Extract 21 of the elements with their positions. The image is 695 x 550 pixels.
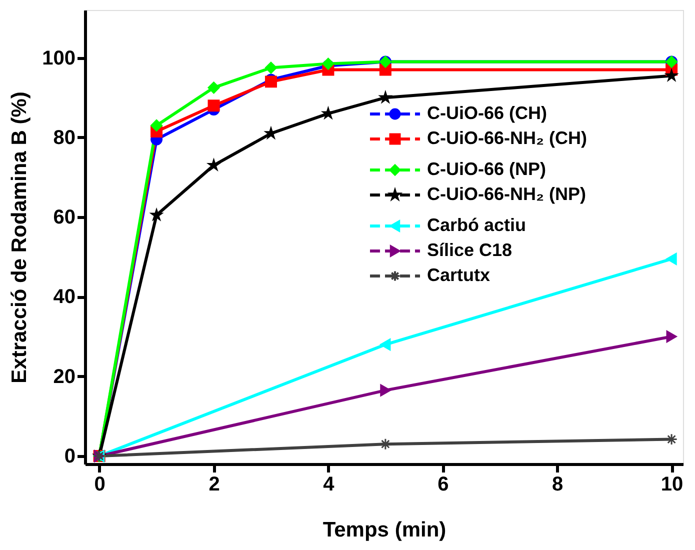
y-tick-label: 60 xyxy=(53,206,76,229)
y-tick-label: 20 xyxy=(53,366,76,388)
legend-label: C-UiO-66-NH₂ (NP) xyxy=(427,184,586,204)
x-tick-label: 10 xyxy=(660,474,684,496)
x-tick-label: 0 xyxy=(94,474,106,496)
x-tick-label: 4 xyxy=(323,474,336,496)
y-tick-label: 100 xyxy=(42,47,76,70)
x-tick-label: 6 xyxy=(438,474,449,496)
legend-label: Sílice C18 xyxy=(427,240,512,260)
legend-label: Cartutx xyxy=(427,265,490,285)
legend-label: C-UiO-66 (CH) xyxy=(427,103,548,123)
y-tick-label: 80 xyxy=(53,126,76,149)
y-axis-title: Extracció de Rodamina B (%) xyxy=(8,92,32,384)
legend-label: C-UiO-66-NH₂ (CH) xyxy=(427,128,587,148)
x-axis-title: Temps (min) xyxy=(322,518,446,542)
y-tick-label: 0 xyxy=(64,446,76,468)
x-tick-label: 2 xyxy=(208,474,220,496)
legend-label: Carbó actiu xyxy=(427,215,526,235)
legend-label: C-UiO-66 (NP) xyxy=(427,159,546,179)
y-tick-label: 40 xyxy=(53,286,76,308)
x-tick-label: 8 xyxy=(552,474,564,496)
